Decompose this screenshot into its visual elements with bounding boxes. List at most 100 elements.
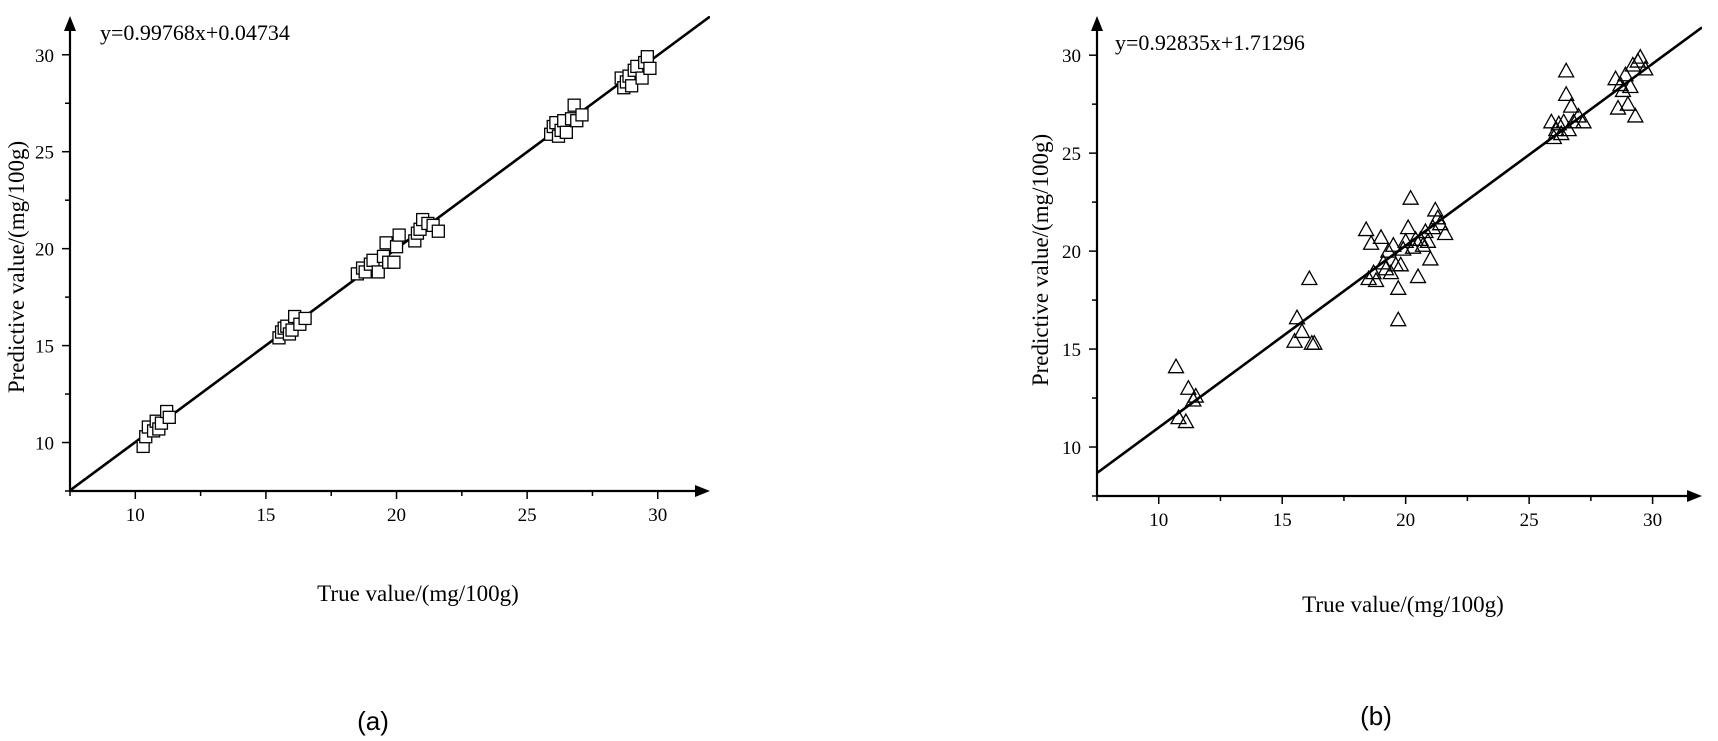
data-point-a — [162, 410, 176, 424]
data-point-a — [575, 108, 589, 122]
data-point-b — [1411, 230, 1430, 246]
data-point-b — [1402, 189, 1420, 205]
data-point-a — [624, 79, 639, 93]
data-point-b — [1382, 263, 1400, 280]
data-point-b — [1545, 128, 1563, 145]
data-point-b — [1624, 56, 1642, 72]
y-tick-label-a: 30 — [35, 46, 54, 67]
data-point-a — [298, 311, 312, 326]
data-point-a — [567, 98, 581, 112]
data-point-b — [1626, 107, 1644, 123]
data-point-b — [1429, 208, 1447, 225]
y-tick-label-a: 10 — [35, 434, 54, 455]
data-point-b — [1424, 218, 1442, 235]
data-point-b — [1404, 238, 1422, 254]
x-axis-arrow-b — [1687, 490, 1702, 502]
data-point-b — [1305, 334, 1323, 350]
x-tick-label-a: 20 — [387, 505, 406, 526]
x-tick-label-b: 20 — [1396, 510, 1415, 531]
data-point-b — [1614, 81, 1632, 98]
data-point-b — [1372, 228, 1390, 245]
data-point-b — [1379, 242, 1397, 258]
data-point-a — [559, 125, 573, 139]
data-point-b — [1300, 269, 1318, 286]
data-point-a — [392, 228, 406, 242]
x-axis-arrow-a — [695, 485, 710, 497]
x-tick-label-a: 15 — [256, 505, 275, 526]
x-tick-label-b: 25 — [1520, 510, 1539, 531]
data-point-b — [1399, 218, 1417, 235]
equation-label-a: y=0.99768x+0.04734 — [100, 20, 290, 45]
data-point-b — [1392, 255, 1410, 272]
data-point-b — [1389, 279, 1407, 295]
data-point-b — [1357, 220, 1375, 237]
points-group-b — [1167, 48, 1654, 429]
x-tick-label-a: 30 — [648, 505, 667, 526]
data-point-b — [1169, 408, 1188, 425]
data-point-b — [1557, 62, 1575, 78]
data-point-b — [1560, 120, 1578, 137]
x-tick-label-a: 25 — [518, 505, 537, 526]
y-axis-arrow-a — [64, 16, 76, 31]
data-point-a — [643, 61, 657, 75]
data-point-b — [1414, 236, 1432, 252]
panel-label-a: (a) — [357, 706, 389, 736]
points-group-a — [136, 50, 657, 454]
data-point-b — [1397, 232, 1415, 248]
data-point-b — [1555, 112, 1573, 129]
data-point-b — [1609, 99, 1627, 115]
y-tick-label-b: 15 — [1062, 340, 1081, 361]
x-tick-label-b: 15 — [1273, 510, 1292, 531]
x-axis-label-b: True value/(mg/100g) — [1302, 592, 1504, 617]
data-point-b — [1619, 95, 1637, 111]
y-tick-label-b: 30 — [1062, 46, 1081, 67]
equation-label-b: y=0.92835x+1.71296 — [1115, 30, 1305, 55]
data-point-b — [1367, 271, 1385, 288]
data-point-b — [1564, 112, 1583, 129]
data-point-b — [1293, 322, 1311, 339]
data-point-b — [1552, 124, 1570, 141]
data-point-b — [1374, 254, 1393, 270]
data-point-a — [387, 255, 401, 269]
data-point-b — [1177, 412, 1195, 429]
data-point-b — [1409, 267, 1427, 284]
data-point-b — [1636, 60, 1654, 76]
y-tick-label-a: 20 — [35, 240, 54, 261]
data-point-b — [1419, 232, 1437, 248]
data-point-b — [1431, 214, 1449, 231]
x-tick-label-a: 10 — [126, 505, 145, 526]
data-point-b — [1542, 112, 1560, 129]
axes-a: 10 15 20 25 30 10 15 20 25 30 — [35, 16, 710, 526]
x-axis-label-a: True value/(mg/100g) — [317, 581, 519, 606]
y-tick-label-b: 10 — [1062, 438, 1081, 459]
data-point-a — [640, 50, 654, 64]
data-point-b — [1631, 48, 1649, 64]
data-point-b — [1394, 240, 1412, 256]
panel-label-b: (b) — [1360, 701, 1392, 731]
y-tick-label-a: 15 — [35, 337, 54, 358]
data-point-a — [431, 224, 445, 238]
data-point-b — [1389, 310, 1407, 327]
x-tick-label-b: 10 — [1149, 510, 1168, 531]
axes-b: 10 15 20 25 30 10 15 20 25 30 — [1062, 16, 1702, 531]
data-point-b — [1436, 224, 1454, 241]
data-point-b — [1621, 77, 1639, 94]
y-axis-arrow-b — [1091, 16, 1103, 31]
data-point-b — [1179, 379, 1197, 395]
data-point-b — [1384, 236, 1402, 252]
data-point-b — [1288, 308, 1306, 325]
data-point-b — [1616, 65, 1635, 82]
y-axis-label-a: Predictive value/(mg/100g) — [4, 141, 29, 393]
y-axis-label-b: Predictive value/(mg/100g) — [1028, 134, 1053, 386]
y-tick-label-b: 20 — [1062, 242, 1081, 263]
data-point-b — [1557, 85, 1575, 102]
x-tick-label-b: 30 — [1643, 510, 1662, 531]
data-point-b — [1611, 75, 1630, 92]
data-point-b — [1360, 269, 1378, 286]
data-point-b — [1362, 234, 1380, 250]
y-tick-label-b: 25 — [1062, 144, 1081, 165]
data-point-b — [1167, 357, 1185, 374]
y-tick-label-a: 25 — [35, 143, 54, 164]
